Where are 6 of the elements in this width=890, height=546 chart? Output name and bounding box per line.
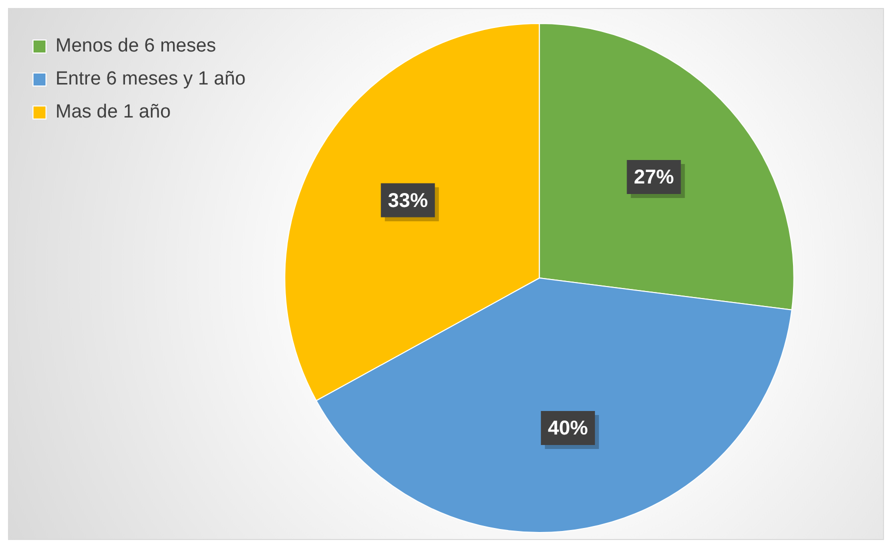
legend-label: Entre 6 meses y 1 año (56, 68, 246, 90)
data-label: 33% (388, 190, 428, 212)
legend-label: Menos de 6 meses (56, 36, 216, 57)
data-label: 40% (548, 418, 588, 440)
legend-label: Mas de 1 año (56, 102, 171, 123)
data-label: 27% (634, 166, 674, 189)
